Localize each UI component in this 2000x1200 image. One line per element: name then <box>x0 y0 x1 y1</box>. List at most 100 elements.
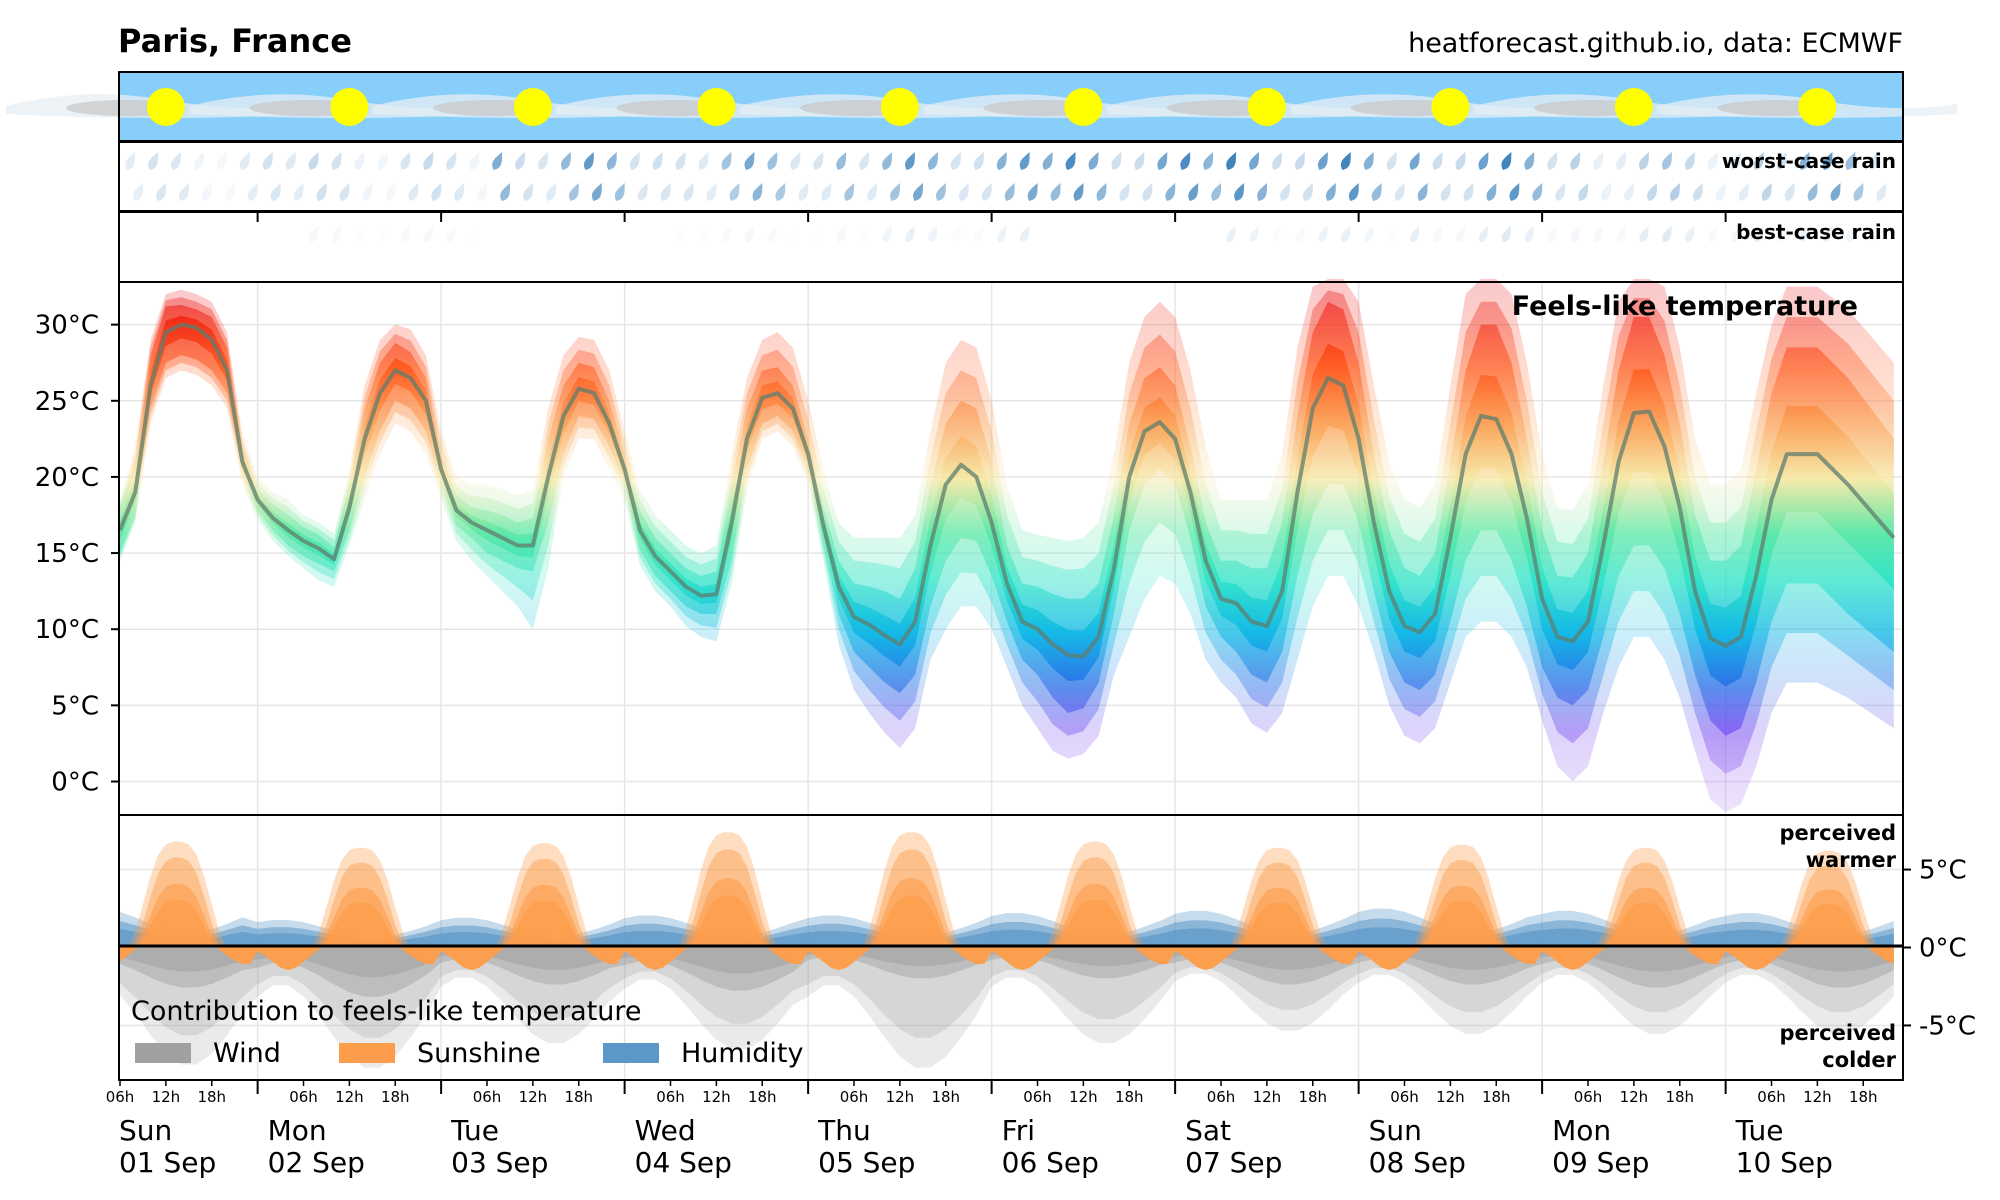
rain-drop-icon <box>1134 152 1145 170</box>
rain-drop-icon <box>767 152 778 170</box>
rain-drop-icon <box>882 152 893 170</box>
rain-drop-icon <box>1249 152 1260 170</box>
temp-ytick-label: 15°C <box>35 539 99 569</box>
rain-drop-icon <box>1088 152 1099 170</box>
hour-label: 12h <box>1253 1088 1282 1106</box>
rain-drop-icon <box>1501 152 1512 170</box>
rain-drop-icon <box>1257 183 1268 201</box>
rain-drop-icon <box>1295 152 1305 170</box>
rain-drop-icon <box>614 183 625 201</box>
rain-drop-icon <box>637 183 648 201</box>
temperature-bands <box>118 278 1896 812</box>
hour-label: 12h <box>1436 1088 1465 1106</box>
hour-label: 18h <box>1482 1088 1511 1106</box>
rain-drop-icon <box>1684 152 1695 170</box>
rain-drop-icon <box>1386 152 1397 170</box>
rain-drop-icon <box>1180 152 1191 170</box>
rain-drop-icon <box>1065 152 1076 170</box>
rain-drop-icon <box>431 183 442 201</box>
rain-drop-icon <box>1501 226 1511 243</box>
median-line <box>118 322 1896 659</box>
wind-area <box>120 947 1894 978</box>
hour-label: 06h <box>289 1088 318 1106</box>
rain-drop-icon <box>148 152 159 170</box>
rain-drop-icon <box>752 183 763 201</box>
rain-drop-icon <box>1188 183 1199 201</box>
rain-drop-icon <box>423 226 433 243</box>
rain-drop-icon <box>1042 152 1053 170</box>
rain-drop-icon <box>1433 226 1443 243</box>
perceived-warmer-label: perceived warmer <box>1780 821 1897 872</box>
rain-drop-icon <box>905 226 915 243</box>
temp-ytick-label: 10°C <box>35 615 99 645</box>
legend-title: Contribution to feels-like temperature <box>131 996 642 1027</box>
hour-label: 12h <box>886 1088 915 1106</box>
rain-drop-icon <box>1570 226 1580 243</box>
rain-drop-icon <box>1616 226 1626 243</box>
rain-drop-icon <box>1142 183 1153 201</box>
rain-drop-icon <box>1371 183 1382 201</box>
rain-drop-icon <box>698 152 709 170</box>
rain-drop-icon <box>354 152 365 170</box>
rain-drop-icon <box>1249 226 1259 243</box>
rain-drop-icon <box>216 152 227 170</box>
rain-drop-icon <box>606 152 617 170</box>
rain-drop-icon <box>285 152 296 170</box>
rain-drop-icon <box>339 183 350 201</box>
rain-drop-icon <box>1532 183 1543 201</box>
temp-ytick-label: 30°C <box>35 311 99 341</box>
rain-drop-icon <box>523 183 534 201</box>
rain-drop-icon <box>1670 183 1680 201</box>
day-date-label: 08 Sep <box>1369 1146 1466 1179</box>
hour-label: 12h <box>1620 1088 1649 1106</box>
rain-drop-icon <box>744 152 755 170</box>
rain-drop-icon <box>1165 183 1176 201</box>
rain-drop-icon <box>179 183 189 201</box>
rain-drop-icon <box>1822 152 1833 170</box>
wind-area <box>120 947 1894 1038</box>
rain-drop-icon <box>836 152 847 170</box>
rain-drop-icon <box>1463 183 1474 201</box>
rain-drop-icon <box>1119 183 1130 201</box>
rain-drop-icon <box>1509 183 1520 201</box>
rain-drop-icon <box>1830 183 1841 201</box>
rain-drop-icon <box>706 183 717 201</box>
rain-drop-icon <box>1731 226 1741 243</box>
day-name-label: Sun <box>1369 1114 1422 1147</box>
wind-area <box>120 947 1894 1068</box>
hour-label: 06h <box>106 1088 135 1106</box>
rain-drop-icon <box>1547 152 1558 170</box>
rain-drop-icon <box>332 226 342 243</box>
legend-label: Humidity <box>681 1038 803 1069</box>
rain-drop-icon <box>1272 152 1282 170</box>
rain-drop-icon <box>1601 183 1612 201</box>
contrib-ytick-label: 0°C <box>1919 934 1967 964</box>
best-case-rain-label: best-case rain <box>1736 220 1896 244</box>
rain-drop-icon <box>1570 152 1581 170</box>
rain-drop-icon <box>1157 152 1168 170</box>
rain-drop-icon <box>1761 183 1772 201</box>
hour-label: 06h <box>1574 1088 1603 1106</box>
rain-drop-icon <box>446 152 457 170</box>
rain-drop-icon <box>1639 226 1649 243</box>
rain-drop-icon <box>247 183 258 201</box>
best-rain-frame <box>118 211 1904 283</box>
sunshine-area <box>120 895 1894 970</box>
rain-drop-icon <box>683 183 694 201</box>
sun-layer <box>146 88 1837 126</box>
hour-label: 12h <box>702 1088 731 1106</box>
day-name-label: Mon <box>1552 1114 1611 1147</box>
hour-label: 06h <box>840 1088 869 1106</box>
rain-drop-icon <box>408 183 419 201</box>
day-name-label: Fri <box>1002 1114 1035 1147</box>
rain-drop-icon <box>1394 183 1405 201</box>
rain-drop-icon <box>1432 152 1443 170</box>
rain-drop-icon <box>591 183 602 201</box>
rain-drop-icon <box>316 183 327 201</box>
perceived-colder-text: perceived <box>1780 1021 1896 1045</box>
rain-drop-icon <box>1692 183 1703 201</box>
rain-drop-icon <box>515 152 526 170</box>
sun-icon <box>1614 88 1653 126</box>
rain-drop-icon <box>890 183 901 201</box>
hour-label: 18h <box>197 1088 226 1106</box>
